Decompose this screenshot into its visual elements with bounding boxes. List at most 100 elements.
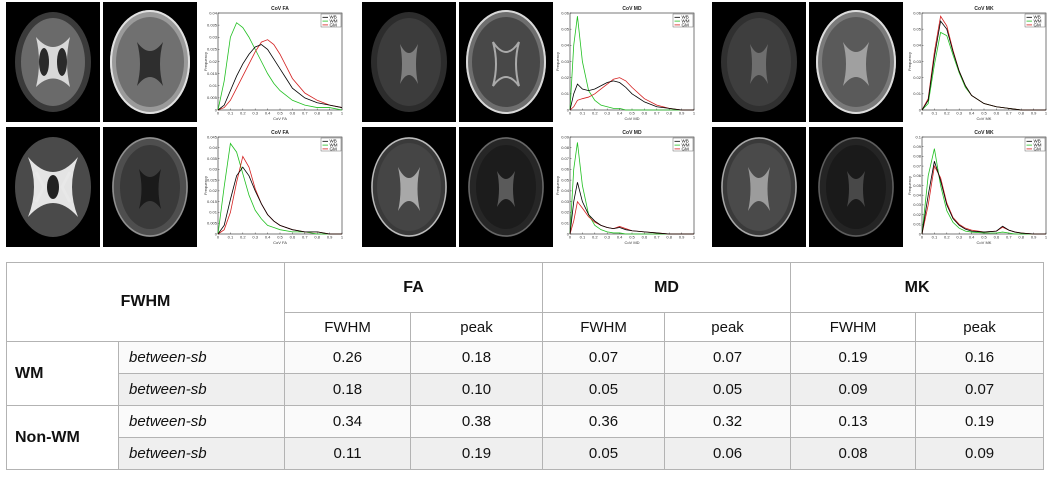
- series-line-gm: [569, 77, 694, 111]
- series-line-gm: [217, 39, 343, 111]
- y-tick-label: 0.05: [913, 26, 922, 31]
- md-mean-map-top: [362, 2, 456, 122]
- x-tick-label: 0.1: [932, 235, 938, 240]
- x-tick-label: 0.6: [642, 235, 648, 240]
- table-row: WM between-sb 0.26 0.18 0.07 0.07 0.19 0…: [6, 341, 1045, 406]
- y-tick-label: 0.01: [913, 91, 922, 96]
- y-tick-label: 0.04: [913, 193, 922, 198]
- md-cov-map-top: [459, 2, 553, 122]
- table-cell: 0.19: [915, 405, 1045, 438]
- y-tick-label: 0.06: [561, 167, 570, 172]
- table-cell: 0.26: [284, 341, 412, 374]
- table-cell: 0.07: [542, 341, 666, 374]
- y-tick-label: 0.025: [207, 177, 218, 182]
- plot-frame: [921, 12, 1047, 111]
- md-histogram-bottom: CoV MD 0 0.1 0.2 0.3 0.4 0.5 0.6 0.7 0.8 0.9 1 0 0.01…: [555, 128, 698, 246]
- x-tick-label: 0.7: [1006, 235, 1012, 240]
- subheader-fa-fwhm: FWHM: [284, 312, 412, 342]
- y-tick-label: 0.005: [207, 221, 218, 226]
- x-tick-label: 0.3: [252, 111, 258, 116]
- x-tick-label: 0.1: [932, 111, 938, 116]
- series-line-wm: [217, 22, 343, 111]
- y-tick-label: 0.04: [209, 145, 218, 150]
- y-axis-label: Frequency: [907, 176, 912, 195]
- chart-title: CoV MD: [622, 6, 642, 12]
- fa-cov-map-top: [103, 2, 197, 122]
- x-tick-label: 0.4: [265, 111, 271, 116]
- x-axis-label: CoV FA: [273, 240, 287, 245]
- table-cell: 0.16: [915, 341, 1045, 374]
- y-axis-label: Frequency: [203, 52, 208, 71]
- y-tick-label: 0.1: [915, 134, 921, 139]
- x-tick-label: 0.9: [327, 235, 333, 240]
- x-tick-label: 0.8: [666, 111, 672, 116]
- x-tick-label: 0.6: [994, 111, 1000, 116]
- brain-image: [809, 2, 903, 122]
- mk-panel-group: CoV MK 0 0.1 0.2 0.3 0.4 0.5 0.6 0.7 0.8 0.9 1 0 0.01…: [712, 0, 1052, 252]
- plot-frame: [569, 136, 695, 235]
- x-tick-label: 0.5: [277, 111, 283, 116]
- brain-image: [809, 127, 903, 247]
- legend-label: WB: [682, 139, 689, 144]
- legend-label: GM: [330, 22, 338, 27]
- x-axis-label: CoV MD: [624, 240, 639, 245]
- y-tick-label: 0.05: [561, 26, 570, 31]
- table-cell: 0.19: [790, 341, 917, 374]
- mk-cov-map-top: [809, 2, 903, 122]
- mk-cov-map-bottom: [809, 127, 903, 247]
- metric-header-mk: MK: [790, 262, 1045, 313]
- x-tick-label: 0.4: [969, 235, 975, 240]
- table-cell: 0.18: [410, 341, 544, 374]
- table-cell: 0.19: [410, 437, 544, 470]
- x-tick-label: 0.7: [302, 111, 308, 116]
- x-tick-label: 0: [217, 235, 220, 240]
- x-tick-label: 0.1: [228, 235, 234, 240]
- x-tick-label: 0.6: [290, 111, 296, 116]
- metric-header-md: MD: [542, 262, 792, 313]
- x-tick-label: 0.4: [969, 111, 975, 116]
- group-label-non-wm: Non-WM: [6, 405, 119, 470]
- y-tick-label: 0: [567, 231, 570, 236]
- table-cell: 0.11: [284, 437, 412, 470]
- x-tick-label: 1: [341, 111, 344, 116]
- x-tick-label: 0.9: [1031, 111, 1037, 116]
- table-row: between-sb 0.18 0.10 0.05 0.05 0.09 0.07: [7, 373, 1045, 406]
- brain-image: [459, 2, 553, 122]
- x-tick-label: 0.7: [654, 111, 660, 116]
- y-tick-label: 0.04: [209, 10, 218, 15]
- y-tick-label: 0.005: [207, 95, 218, 100]
- group-label-wm: WM: [6, 341, 119, 406]
- mk-histogram-top: CoV MK 0 0.1 0.2 0.3 0.4 0.5 0.6 0.7 0.8 0.9 1 0 0.01…: [907, 4, 1050, 122]
- y-tick-label: 0: [919, 107, 922, 112]
- series-line-wm: [569, 16, 694, 111]
- x-axis-label: CoV MK: [977, 240, 992, 245]
- y-tick-label: 0.09: [913, 144, 922, 149]
- y-axis-label: Frequency: [555, 52, 560, 71]
- x-tick-label: 0.5: [981, 111, 987, 116]
- series-line-wb: [569, 182, 694, 235]
- legend-label: WB: [1034, 139, 1041, 144]
- x-tick-label: 0.4: [617, 235, 623, 240]
- legend-label: WM: [330, 19, 338, 24]
- table-cell: 0.05: [542, 373, 666, 406]
- legend-label: GM: [330, 146, 338, 151]
- x-tick-label: 0.3: [252, 235, 258, 240]
- y-tick-label: 0.05: [561, 177, 570, 182]
- x-tick-label: 0.5: [277, 235, 283, 240]
- y-tick-label: 0.06: [913, 10, 922, 15]
- x-axis-label: CoV FA: [273, 116, 287, 121]
- chart-svg: CoV MK 0 0.1 0.2 0.3 0.4 0.5 0.6 0.7 0.8 0.9 1 0 0.01…: [907, 6, 1048, 121]
- x-tick-label: 1: [693, 111, 696, 116]
- y-tick-label: 0.01: [561, 221, 570, 226]
- table-cell: 0.06: [664, 437, 792, 470]
- brain-image: [6, 2, 100, 122]
- legend-label: WM: [682, 143, 690, 148]
- y-tick-label: 0.03: [913, 202, 922, 207]
- x-tick-label: 0.8: [1018, 111, 1024, 116]
- x-tick-label: 1: [693, 235, 696, 240]
- md-panel-group: CoV MD 0 0.1 0.2 0.3 0.4 0.5 0.6 0.7 0.8 0.9 1 0 0.01…: [362, 0, 702, 252]
- chart-title: CoV FA: [271, 6, 289, 12]
- y-tick-label: 0.03: [209, 167, 218, 172]
- series-line-wb: [921, 20, 1046, 111]
- fa-panel-group: CoV FA 0 0.1 0.2 0.3 0.4 0.5 0.6 0.7 0.8 0.9 1 0 0.00…: [6, 0, 346, 252]
